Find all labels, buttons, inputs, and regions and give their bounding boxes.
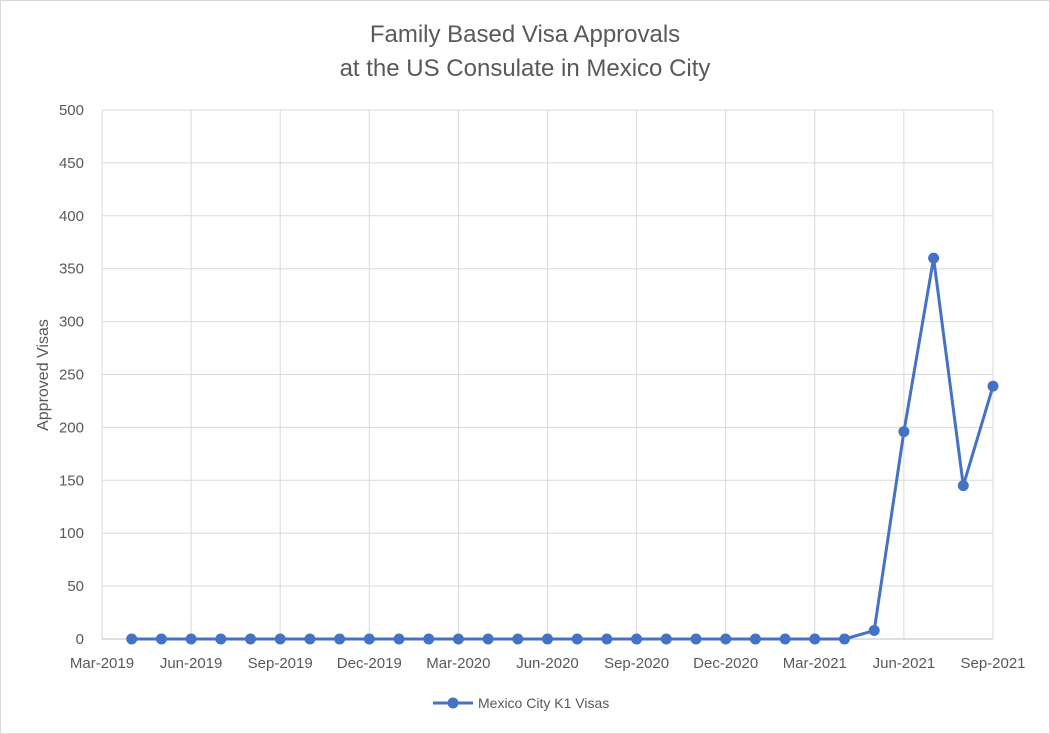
x-tick-label: Dec-2020 [693,655,758,672]
legend-label-mexico-city-k1-visas: Mexico City K1 Visas [478,695,609,711]
data-point [868,625,880,637]
series-line [131,256,995,641]
data-point [928,252,940,264]
data-point [571,633,583,645]
y-tick-label: 0 [76,631,84,648]
y-tick-label: 400 [59,208,84,225]
data-point [185,633,197,645]
x-tick-label: Jun-2019 [160,655,223,672]
data-point [482,633,494,645]
data-point [898,426,910,438]
data-point [690,633,702,645]
data-point [245,633,256,645]
y-tick-label: 50 [67,578,84,595]
data-point [155,633,167,645]
data-point [749,633,761,645]
data-point [601,633,613,645]
x-tick-label: Mar-2021 [783,655,847,672]
data-point [452,633,464,645]
gridlines [101,109,994,639]
y-tick-label: 150 [59,472,84,489]
chart-title-line-1: Family Based Visa Approvals [369,21,681,48]
data-point [839,633,850,645]
y-axis-title: Approved Visas [35,319,52,431]
data-point [215,633,227,645]
data-point [334,633,346,645]
x-tick-label: Sep-2021 [960,655,1025,672]
data-point [126,633,138,645]
y-tick-label: 250 [59,367,84,384]
y-tick-label: 350 [59,261,84,278]
x-tick-label: Mar-2020 [426,655,490,672]
data-point [987,380,999,392]
data-point [720,633,732,645]
y-tick-label: 300 [59,314,84,331]
data-point [393,633,405,645]
x-tick-label: Sep-2019 [248,655,313,672]
legend: Mexico City K1 Visas [433,695,609,711]
chart-title-line-2: at the US Consulate in Mexico City [339,55,711,82]
x-tick-label: Jun-2020 [516,655,579,672]
data-point [363,633,375,645]
axes: 0 50 100 150 200 250 300 350 400 450 500 Mar-2019 Ju… [59,102,1026,672]
data-point [660,633,672,645]
y-tick-label: 500 [59,102,84,119]
x-tick-label: Sep-2020 [604,655,669,672]
data-point [631,633,643,645]
x-tick-label: Mar-2019 [70,655,134,672]
data-point [512,633,524,645]
y-tick-label: 200 [59,419,84,436]
data-point [779,633,791,645]
data-point [809,633,821,645]
series-layer [126,252,999,645]
data-point [274,633,286,645]
data-point [304,633,316,645]
chart-title: Family Based Visa Approvals at the US Co… [0,18,1050,86]
y-tick-label: 100 [59,525,84,542]
legend-point-marker [447,697,459,709]
data-point [957,480,969,492]
data-point [423,633,435,645]
data-point [542,633,553,645]
x-tick-label: Dec-2019 [337,655,402,672]
x-tick-label: Jun-2021 [873,655,936,672]
y-tick-label: 450 [59,155,84,172]
